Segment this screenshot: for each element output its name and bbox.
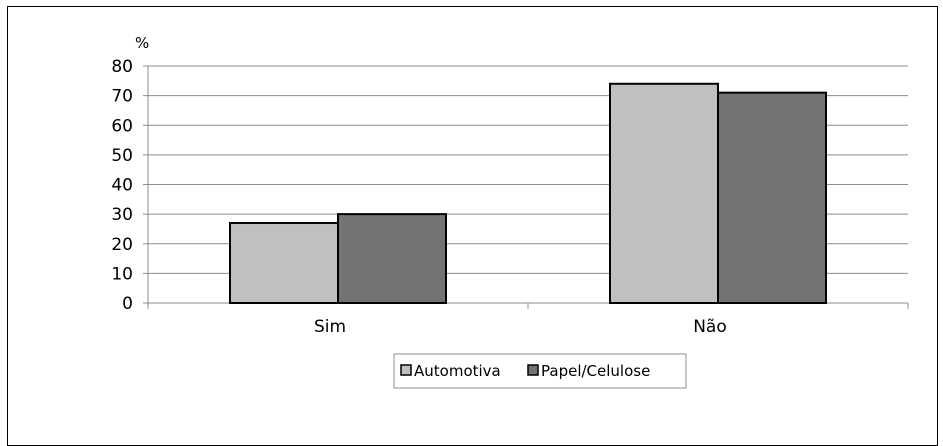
legend-swatch [400, 364, 412, 376]
y-tick-label: 70 [111, 87, 133, 107]
category-labels: Sim Não [314, 317, 727, 337]
y-tick-label: 20 [111, 235, 133, 255]
y-axis-unit-label: % [135, 34, 149, 52]
legend-swatch [527, 364, 539, 376]
y-tick-label: 80 [111, 57, 133, 77]
category-label: Sim [314, 317, 346, 337]
y-tick-label: 50 [111, 146, 133, 166]
bar-papel-celulose-n-o [717, 91, 827, 304]
category-label: Não [693, 317, 727, 337]
y-tick-label: 0 [122, 294, 133, 314]
legend: Automotiva Papel/Celulose [393, 353, 687, 389]
y-tick-label: 60 [111, 116, 133, 136]
bar-automotiva-sim [229, 222, 339, 304]
bar-papel-celulose-sim [337, 213, 447, 304]
y-tick-label: 10 [111, 264, 133, 284]
legend-label: Papel/Celulose [541, 362, 650, 380]
legend-label: Automotiva [414, 362, 501, 380]
bar-automotiva-n-o [609, 82, 719, 305]
bar-chart: 0 10 20 30 40 50 60 70 80 % Sim Não Automotiva Pap… [111, 34, 909, 389]
legend-box [393, 353, 687, 389]
y-tick-label: 40 [111, 176, 133, 196]
y-tick-label: 30 [111, 205, 133, 225]
y-tick-labels: 0 10 20 30 40 50 60 70 80 [111, 57, 133, 314]
bars [229, 82, 827, 305]
